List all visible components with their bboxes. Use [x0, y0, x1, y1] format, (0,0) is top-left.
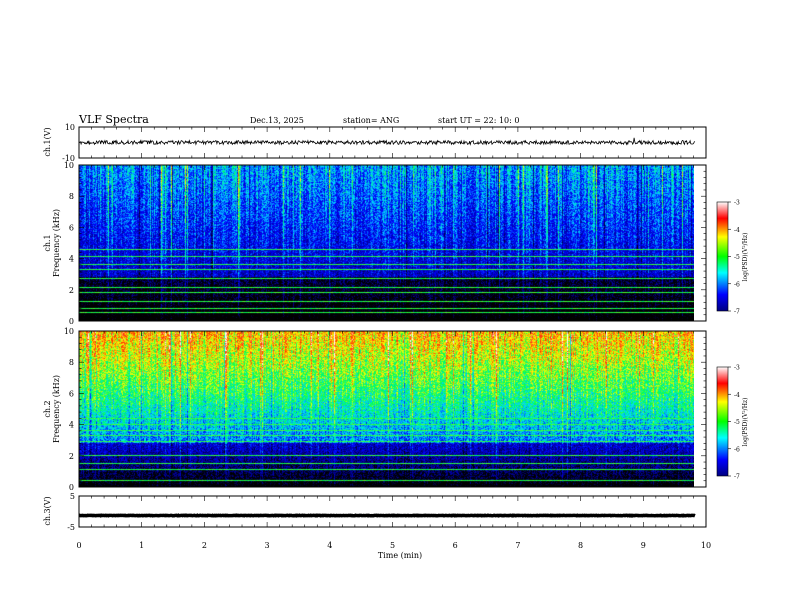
ch3-ytick-bottom: -5 [67, 523, 75, 532]
ch2-colorbar [716, 366, 729, 477]
x-tick-label: 5 [390, 541, 395, 550]
ch1-colorbar-label: log(PSD)(V²/Hz) [742, 233, 749, 282]
colorbar-tick-label: -3 [734, 200, 740, 207]
figure-title: VLF Spectra [78, 113, 149, 126]
station-label: station= ANG [343, 116, 399, 125]
y-tick-label: 0 [69, 483, 74, 492]
x-tick-label: 10 [701, 541, 711, 550]
ch2-spec-channel-label: ch.2 [43, 400, 52, 417]
x-tick-label: 9 [641, 541, 646, 550]
colorbar-tick-label: -7 [734, 474, 740, 481]
y-tick-label: 2 [69, 286, 74, 295]
x-tick-label: 7 [515, 541, 520, 550]
y-tick-label: 4 [69, 255, 74, 264]
colorbar-tick-label: -5 [734, 254, 740, 261]
ch1-panel: 10 -10 ch.1(V) [43, 123, 707, 163]
y-tick-label: 0 [69, 317, 74, 326]
y-tick-label: 2 [69, 452, 74, 461]
start-time-label: start UT = 22: 10: 0 [438, 116, 519, 125]
x-tick-label: 2 [202, 541, 207, 550]
colorbar-tick-label: -6 [734, 446, 740, 453]
ch3-panel: 5 -5 ch.3(V) [43, 492, 707, 532]
ch1-colorbar [716, 201, 729, 312]
ch3-ytick-top: 5 [70, 492, 75, 501]
x-tick-label: 3 [265, 541, 270, 550]
ch1-spec-ylabel: Frequency (kHz) [52, 209, 61, 277]
ch2-colorbar-label: log(PSD)(V²/Hz) [742, 398, 749, 447]
date-label: Dec.13, 2025 [250, 116, 304, 125]
ch1-spec-channel-label: ch.1 [43, 234, 52, 251]
y-tick-label: 6 [69, 223, 74, 232]
x-tick-label: 0 [76, 541, 81, 550]
y-tick-label: 10 [64, 327, 74, 336]
colorbar-tick-label: -5 [734, 419, 740, 426]
time-axis: 0 1 2 3 4 5 6 7 8 9 10 [76, 127, 711, 550]
y-tick-label: 8 [69, 358, 74, 367]
ch2-spectrogram-image [79, 331, 694, 487]
y-tick-label: 6 [69, 389, 74, 398]
ch1-ytick-top: 10 [65, 123, 75, 132]
y-tick-label: 4 [69, 421, 74, 430]
colorbar-tick-label: -7 [734, 309, 740, 316]
ch1-spectrogram-image [79, 165, 694, 321]
ch1-ytick-bottom: -10 [62, 154, 75, 163]
x-tick-label: 1 [139, 541, 144, 550]
ch1-trace [78, 137, 696, 146]
colorbar-tick-label: -4 [734, 392, 740, 399]
colorbar-tick-label: -3 [734, 365, 740, 372]
x-tick-label: 8 [578, 541, 583, 550]
y-tick-label: 8 [69, 192, 74, 201]
x-tick-label: 4 [327, 541, 332, 550]
ch1-ylabel: ch.1(V) [43, 127, 52, 156]
ch3-ylabel: ch.3(V) [43, 496, 52, 525]
time-axis-label: Time (min) [378, 551, 422, 560]
x-tick-label: 6 [453, 541, 458, 550]
y-tick-label: 10 [64, 161, 74, 170]
colorbar-tick-label: -6 [734, 281, 740, 288]
ch2-spec-ylabel: Frequency (kHz) [52, 375, 61, 443]
colorbar-tick-label: -4 [734, 227, 740, 234]
